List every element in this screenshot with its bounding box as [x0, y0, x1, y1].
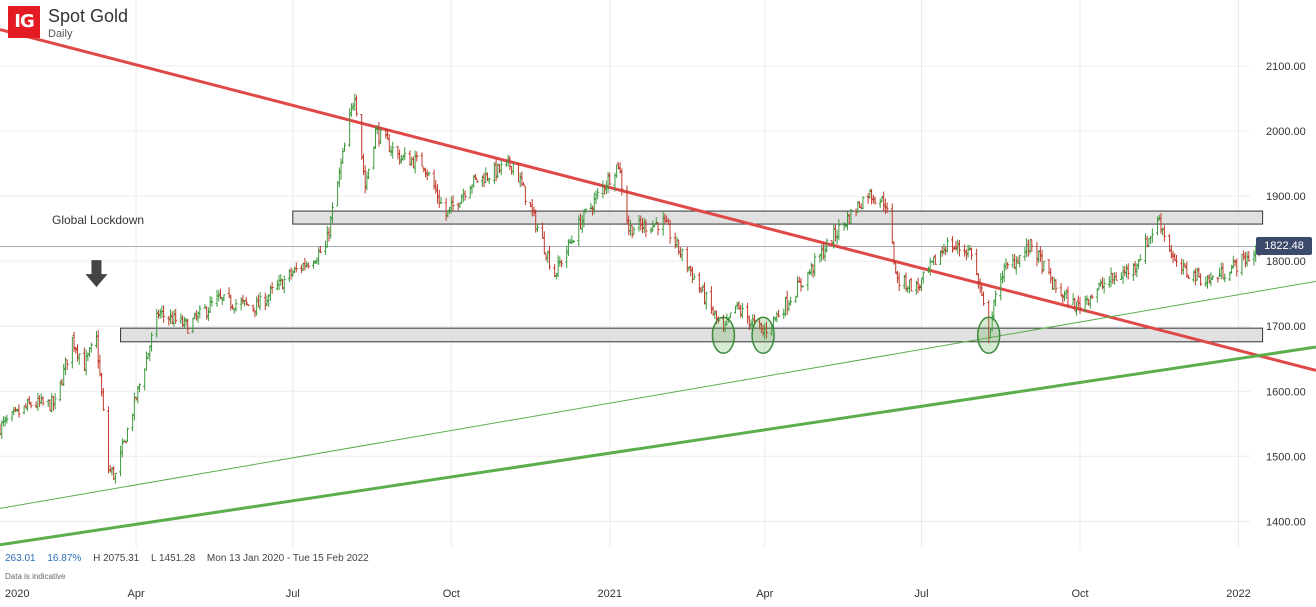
y-tick-label: 1500.00 [1266, 451, 1306, 463]
y-tick-label: 1800.00 [1266, 256, 1306, 268]
trendline-support-primary [0, 345, 1316, 547]
lower-zone [120, 327, 1264, 343]
support-ellipse-icon [976, 316, 1001, 355]
last-price-tag: 1822.48 [1256, 237, 1312, 255]
x-tick-label: Oct [1071, 588, 1088, 600]
stat-range: Mon 13 Jan 2020 - Tue 15 Feb 2022 [206, 553, 369, 564]
y-tick-label: 1900.00 [1266, 191, 1306, 203]
y-tick-label: 2000.00 [1266, 126, 1306, 138]
x-tick-label: Jul [915, 588, 929, 600]
stat-low: L 1451.28 [151, 553, 196, 564]
ig-logo: IG [8, 6, 40, 38]
upper-zone [292, 210, 1264, 225]
stats-bar: 263.01 16.87% H 2075.31 L 1451.28 Mon 13… [5, 553, 378, 564]
stat-change: 263.01 [5, 553, 36, 564]
down-arrow-icon [85, 260, 108, 288]
x-tick-label: 2022 [1226, 588, 1250, 600]
x-tick-label: 2020 [5, 588, 29, 600]
marker-layer [85, 260, 1001, 355]
stat-high: H 2075.31 [93, 553, 140, 564]
x-tick-label: Jul [286, 588, 300, 600]
y-tick-label: 1400.00 [1266, 516, 1306, 528]
trendline-support-secondary [0, 280, 1316, 509]
x-tick-label: Oct [443, 588, 460, 600]
y-tick-label: 2100.00 [1266, 61, 1306, 73]
global-lockdown-label: Global Lockdown [52, 213, 145, 227]
chart-subtitle: Daily [48, 28, 73, 40]
chart-title: Spot Gold [48, 6, 129, 26]
y-tick-label: 1600.00 [1266, 386, 1306, 398]
candle-layer [0, 93, 1263, 484]
x-tick-label: 2021 [598, 588, 622, 600]
y-tick-label: 1700.00 [1266, 321, 1306, 333]
trendline-resistance [0, 28, 1316, 372]
x-tick-label: Apr [756, 588, 773, 600]
stat-change-pct: 16.87% [47, 553, 82, 564]
grid-layer [0, 0, 1256, 548]
support-ellipse-icon [711, 316, 736, 355]
x-tick-label: Apr [128, 588, 145, 600]
axis-layer: 2100.00 2000.00 1900.00 1800.00 1700.00 1600.… [5, 61, 1306, 600]
support-ellipse-icon [751, 316, 775, 355]
disclaimer: Data is indicative [5, 572, 66, 581]
trend-layer [0, 28, 1316, 547]
